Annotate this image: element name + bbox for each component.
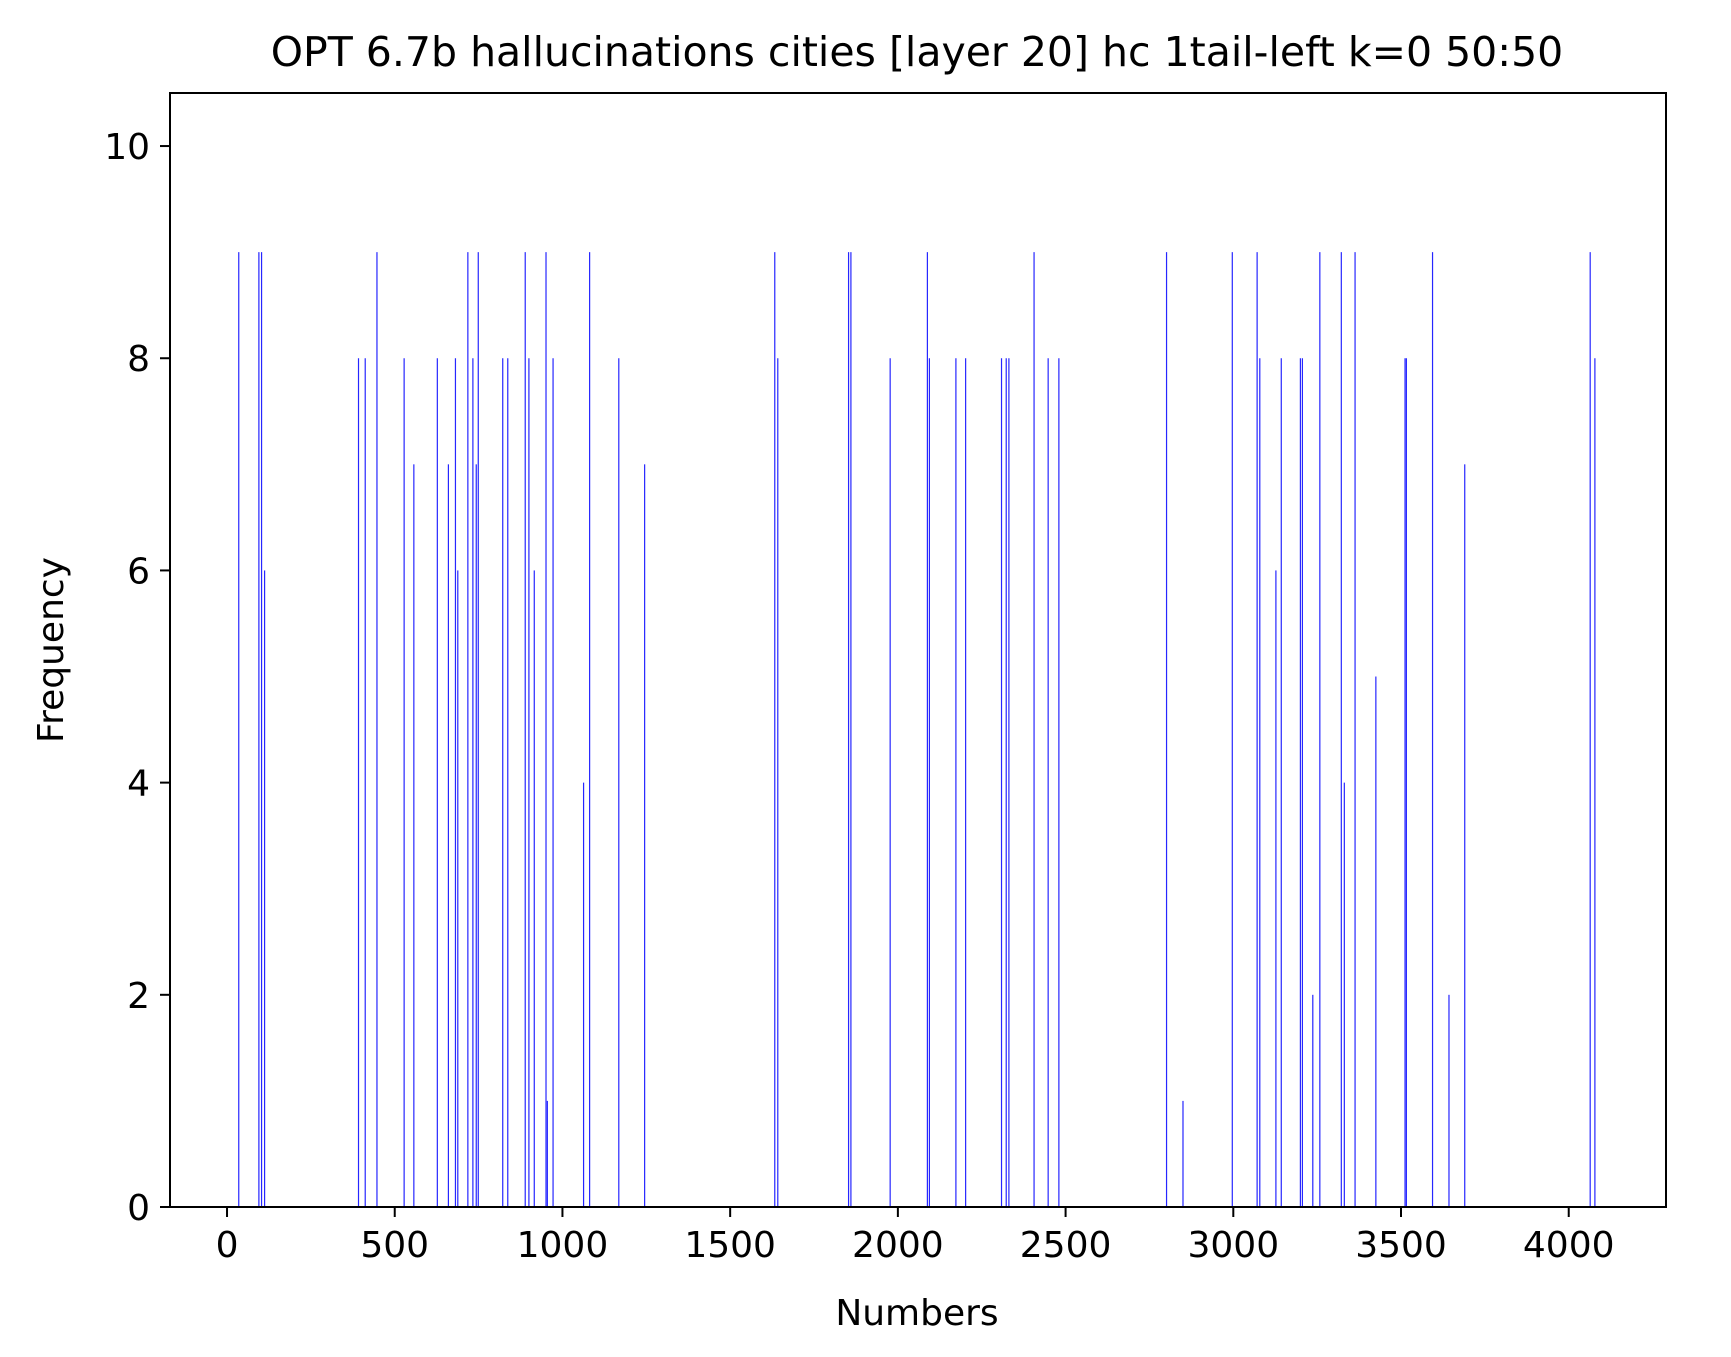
bar [618,358,620,1207]
bar [1000,358,1003,1207]
bar [1165,252,1168,1207]
bar [1231,252,1233,1207]
bar [238,252,240,1207]
bar [413,464,415,1208]
y-tick-label: 4 [127,764,150,805]
x-tick-label: 3500 [1355,1225,1447,1266]
y-tick-label: 10 [104,127,150,168]
bar [1256,252,1258,1207]
bar [533,570,535,1207]
bar [847,252,850,1207]
bar [644,464,646,1208]
x-tick-label: 1000 [517,1225,609,1266]
bar [589,252,591,1207]
x-tick-label: 500 [360,1225,429,1266]
bar [1058,358,1060,1207]
bar [1464,464,1466,1208]
bar [475,464,477,1208]
bar [528,358,530,1207]
bar [454,358,457,1207]
bar [552,358,554,1207]
bar [1275,570,1277,1207]
bar [1375,676,1377,1207]
x-tick-label: 3000 [1187,1225,1279,1266]
bar [507,358,509,1207]
bar [1354,252,1356,1207]
bar [965,358,967,1207]
bar [364,358,366,1207]
x-tick-label: 2500 [1020,1225,1112,1266]
plot-area-frame [169,92,1667,1208]
bar [546,1100,548,1207]
x-axis-label: Numbers [835,1293,998,1334]
bar [1259,358,1261,1207]
y-tick-label: 8 [127,339,150,380]
bar [1301,358,1303,1207]
bar [477,252,479,1207]
bar [1047,358,1049,1207]
bar [1299,358,1301,1207]
bar [1405,358,1407,1207]
bar [1343,782,1345,1207]
bar [928,358,930,1207]
bar [258,252,260,1207]
bar [850,252,852,1207]
x-tick-label: 4000 [1523,1225,1615,1266]
bar [467,252,469,1207]
x-axis: 0 500 1000 1500 2000 2500 3000 3500 4000 [216,1207,1615,1266]
bar [1312,994,1314,1207]
bar [1033,252,1035,1207]
bar [777,358,779,1207]
bar [1589,252,1591,1207]
bar [1182,1100,1184,1207]
y-axis-label: Frequency [31,557,72,743]
bars-group [238,252,1596,1208]
bar [436,358,438,1207]
y-tick-label: 0 [127,1188,150,1229]
chart-title: OPT 6.7b hallucinations cities [layer 20… [271,28,1564,76]
bar [376,252,378,1207]
bar [502,358,504,1207]
bar [457,570,459,1207]
bar [263,570,266,1207]
y-tick-label: 2 [127,976,150,1017]
bar [447,464,449,1208]
bar [524,252,526,1207]
bar [403,358,405,1207]
bar [260,252,263,1207]
bar [1404,358,1406,1207]
bar [1431,252,1434,1207]
bar [1340,252,1342,1207]
bar [582,782,585,1207]
bar [1448,994,1450,1207]
x-tick-label: 1500 [684,1225,776,1266]
x-tick-label: 2000 [852,1225,944,1266]
bar [1005,358,1007,1207]
bar [472,358,474,1207]
bar [1280,358,1282,1207]
x-tick-label: 0 [216,1225,239,1266]
bar [955,358,957,1207]
bar [1008,358,1010,1207]
bar [1319,252,1321,1207]
bar [926,252,928,1207]
y-tick-label: 6 [127,551,150,592]
bar [774,252,776,1207]
bar [357,358,360,1207]
bar [1594,358,1596,1207]
bar [545,252,547,1207]
y-axis: 0 2 4 6 8 10 [104,127,170,1229]
bar [889,358,891,1207]
